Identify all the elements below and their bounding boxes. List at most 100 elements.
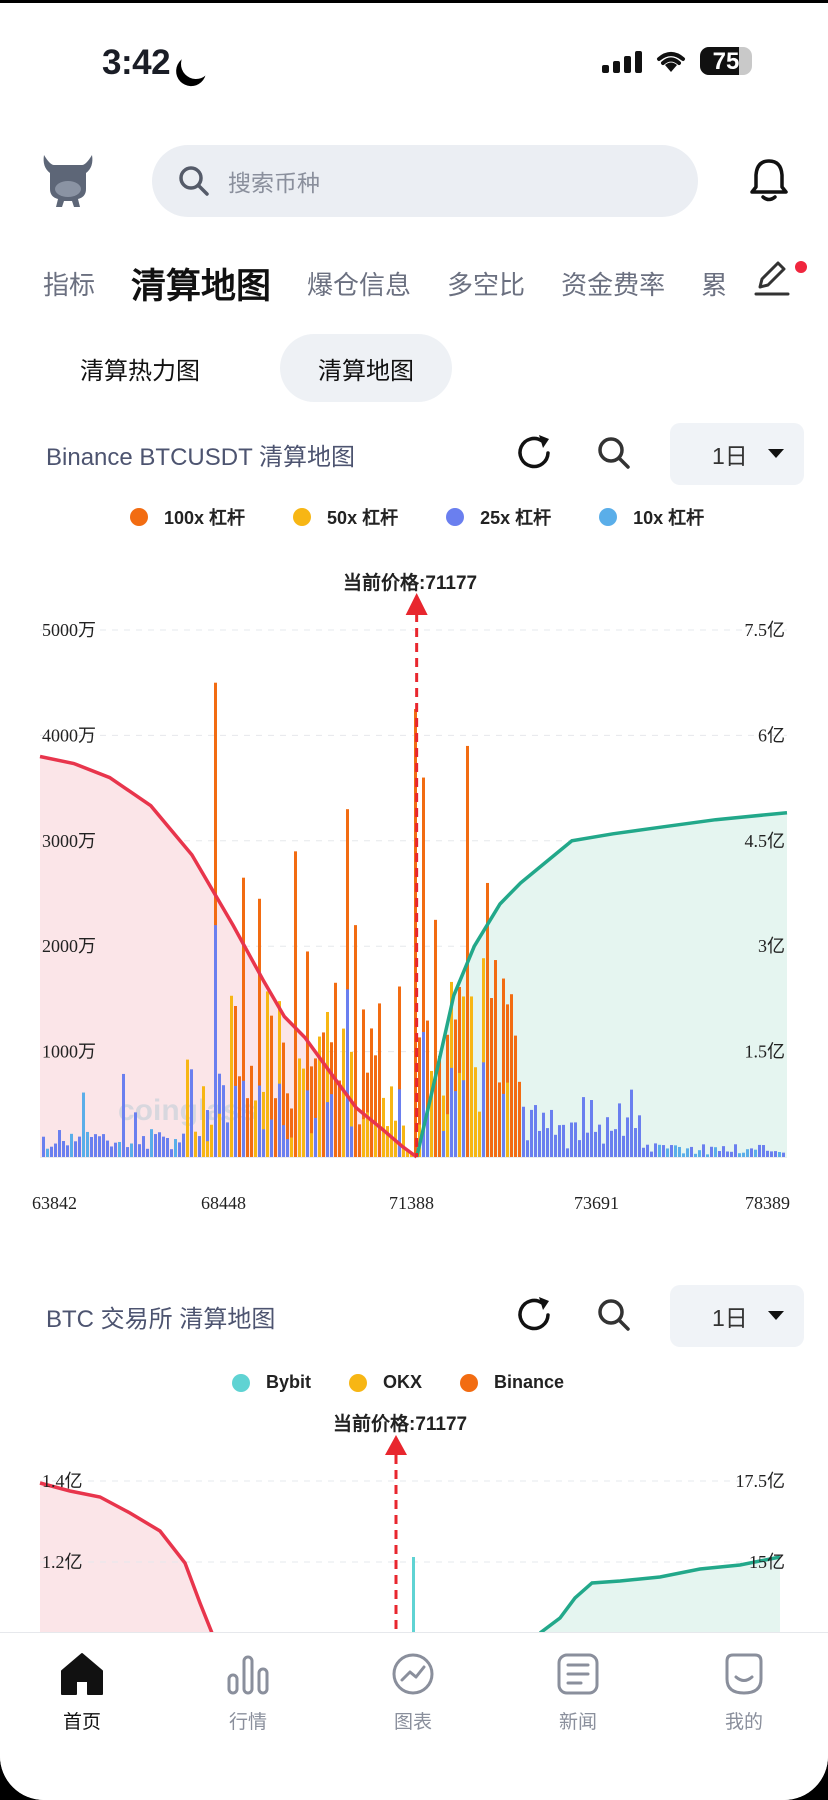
search-icon[interactable] [596, 1297, 632, 1333]
liquidation-bar [386, 1126, 389, 1157]
liquidation-bar [742, 1152, 745, 1157]
liquidation-bar [678, 1146, 681, 1157]
liquidation-bar [702, 1144, 705, 1157]
liquidation-bar [646, 1144, 649, 1157]
liquidation-bar [390, 1086, 393, 1157]
liquidation-bar [566, 1148, 569, 1157]
liquidation-bar-segment [262, 1129, 265, 1157]
tab-liquidations[interactable]: 爆仓信息 [307, 269, 412, 300]
liquidation-bar-segment [442, 1130, 445, 1157]
tab-long-short-ratio[interactable]: 多空比 [447, 269, 526, 300]
search-icon[interactable] [596, 435, 632, 471]
liquidation-bar [358, 1124, 361, 1157]
legend-item-25x[interactable]: 25x 杠杆 [446, 504, 551, 530]
bell-icon[interactable] [748, 157, 790, 203]
search-placeholder: 搜索币种 [228, 170, 320, 196]
liquidation-bar [306, 951, 309, 1157]
tab-more[interactable]: 累 [701, 269, 728, 300]
edit-icon[interactable] [752, 257, 792, 297]
legend-item-bybit[interactable]: Bybit [232, 1372, 311, 1393]
liquidation-bar [534, 1105, 537, 1157]
tab-funding-rate[interactable]: 资金费率 [561, 269, 666, 300]
short-cumulative-line [39, 1481, 214, 1633]
nav-news[interactable]: 新闻 [518, 1633, 638, 1734]
legend-item-binance[interactable]: Binance [460, 1372, 564, 1393]
liquidation-bar [434, 919, 437, 1157]
liquidation-bar [78, 1136, 81, 1157]
legend-item-50x[interactable]: 50x 杠杆 [293, 504, 398, 530]
liquidation-bar [262, 1091, 265, 1157]
nav-market[interactable]: 行情 [188, 1633, 308, 1734]
liquidation-bar [698, 1150, 701, 1157]
liquidation-bar [658, 1144, 661, 1157]
liquidation-bar [130, 1143, 133, 1157]
nav-home[interactable]: 首页 [22, 1633, 142, 1734]
liquidation-bar [362, 1009, 365, 1157]
app-logo-icon[interactable] [40, 151, 96, 209]
liquidation-bar [382, 1097, 385, 1157]
exchange-liquidation-chart[interactable]: 1.2亿 15亿 1.4亿 17.5亿 [0, 1433, 828, 1633]
liquidation-bar [314, 1058, 317, 1157]
refresh-icon[interactable] [512, 1293, 556, 1337]
liquidation-bar-segment [222, 1121, 225, 1157]
x-tick-label: 68448 [201, 1193, 246, 1213]
liquidation-bar [762, 1145, 765, 1157]
right-axis-label: 3亿 [758, 936, 785, 956]
liquidation-bar [582, 1097, 585, 1157]
short-cumulative-area [40, 756, 417, 1157]
legend-item-10x[interactable]: 10x 杠杆 [599, 504, 704, 530]
profile-icon [725, 1653, 763, 1695]
search-bar[interactable]: 搜索币种 [152, 145, 698, 217]
left-axis-label: 5000万 [42, 620, 96, 640]
liquidation-bar [554, 1134, 557, 1157]
liquidation-bar-segment [482, 1062, 485, 1157]
liquidation-bar [166, 1137, 169, 1157]
legend-item-100x[interactable]: 100x 杠杆 [130, 504, 245, 530]
liquidation-bar [714, 1147, 717, 1157]
liquidation-bar [682, 1153, 685, 1157]
liquidation-bar [586, 1132, 589, 1157]
long-cumulative-area [416, 812, 787, 1157]
tab-liquidation-map[interactable]: 清算地图 [131, 266, 272, 306]
liquidation-bar-segment [342, 1108, 345, 1157]
liquidation-bar [550, 1109, 553, 1157]
liquidation-bar [722, 1146, 725, 1157]
liquidation-bar [498, 1082, 501, 1157]
legend-item-okx[interactable]: OKX [349, 1372, 422, 1393]
liquidation-bar-segment [426, 1110, 429, 1157]
liquidation-bar-segment [506, 1082, 509, 1157]
liquidation-bar [538, 1130, 541, 1157]
liquidation-bar [530, 1109, 533, 1157]
liquidation-bar-segment [374, 1122, 377, 1157]
liquidation-bar [338, 1080, 341, 1157]
liquidation-bar [270, 1015, 273, 1157]
liquidation-bar-segment [218, 1113, 221, 1157]
liquidation-bar [102, 1134, 105, 1157]
liquidation-bar-segment [474, 1119, 477, 1157]
liquidation-bar [94, 1134, 97, 1157]
liquidation-bar [510, 994, 513, 1157]
nav-profile[interactable]: 我的 [684, 1633, 804, 1734]
liquidation-bar [182, 1133, 185, 1157]
liquidation-bar [70, 1133, 73, 1157]
refresh-icon[interactable] [512, 431, 556, 475]
nav-charts[interactable]: 图表 [353, 1633, 473, 1734]
period-select[interactable]: 1日 [670, 423, 804, 485]
chart1-title: Binance BTCUSDT 清算地图 [46, 444, 355, 471]
liquidation-bar [526, 1140, 529, 1157]
liquidation-bar [154, 1134, 157, 1157]
period-select[interactable]: 1日 [670, 1285, 804, 1347]
bar-chart-icon [227, 1655, 269, 1695]
liquidation-bar [402, 1125, 405, 1157]
sub-tab-liquidation-map[interactable]: 清算地图 [280, 334, 452, 402]
liquidation-bar [274, 1098, 277, 1157]
liquidation-bar [170, 1149, 173, 1157]
liquidation-bar [190, 1069, 193, 1157]
sub-tab-heatmap[interactable]: 清算热力图 [80, 357, 200, 385]
tab-indicators[interactable]: 指标 [43, 269, 96, 300]
liquidation-bar [214, 682, 217, 1157]
liquidation-bar-segment [306, 1090, 309, 1157]
right-axis-label: 17.5亿 [736, 1471, 786, 1491]
